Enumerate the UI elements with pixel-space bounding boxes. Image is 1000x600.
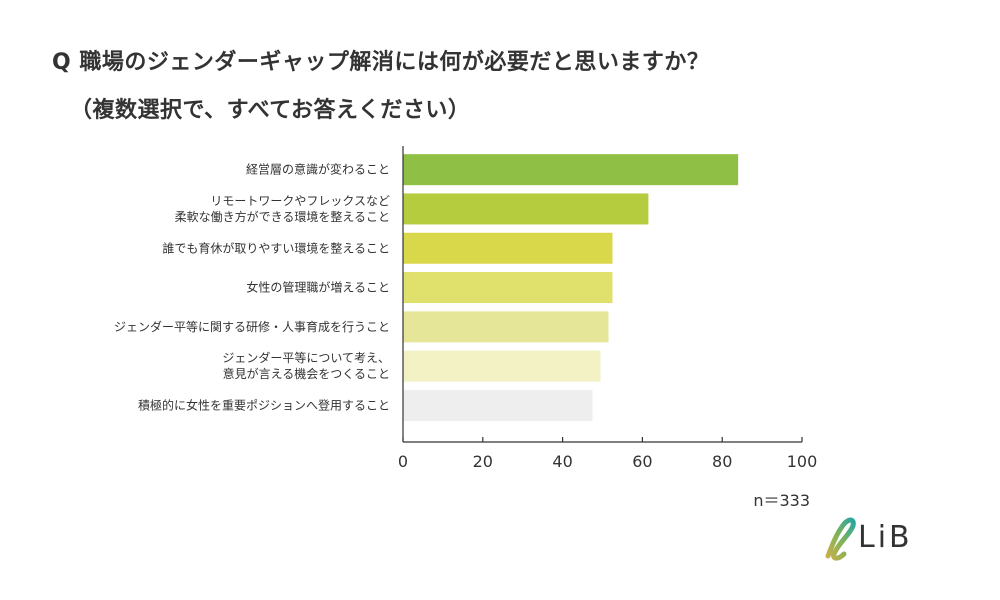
logo-text: LiB — [858, 520, 913, 555]
x-tick-label: 0 — [398, 452, 408, 471]
bar-2 — [403, 193, 649, 225]
bar-1 — [403, 154, 739, 186]
bar-3 — [403, 232, 613, 264]
category-label-4: 女性の管理職が増えること — [246, 280, 390, 295]
category-label-line: 女性の管理職が増えること — [246, 280, 390, 295]
bar-4 — [403, 272, 613, 304]
category-label-5: ジェンダー平等に関する研修・人事育成を行うこと — [114, 319, 390, 334]
x-tick-label: 40 — [552, 452, 572, 471]
chart-subtitle: （複数選択で、すべてお答えください） — [70, 98, 471, 123]
category-label-line: 意見が言える機会をつくること — [223, 366, 390, 381]
chart-title: Q 職場のジェンダーギャップ解消には何が必要だと思いますか？ — [52, 50, 710, 75]
category-label-2: リモートワークやフレックスなど柔軟な働き方ができる環境を整えること — [175, 194, 390, 224]
sample-size-label: n＝333 — [753, 491, 810, 510]
category-label-line: 柔軟な働き方ができる環境を整えること — [175, 209, 390, 224]
x-tick-label: 100 — [787, 452, 818, 471]
category-label-7: 積極的に女性を重要ポジションへ登用すること — [138, 397, 390, 412]
category-label-line: 誰でも育休が取りやすい環境を整えること — [162, 240, 390, 255]
x-axis: 0 20 40 60 80 100 — [398, 146, 817, 471]
category-label-line: 積極的に女性を重要ポジションへ登用すること — [138, 397, 390, 412]
category-label-line: リモートワークやフレックスなど — [210, 194, 390, 208]
category-label-line: 経営層の意識が変わること — [246, 162, 390, 177]
category-label-line: ジェンダー平等に関する研修・人事育成を行うこと — [114, 319, 390, 334]
category-labels-group: 経営層の意識が変わることリモートワークやフレックスなど柔軟な働き方ができる環境を… — [114, 162, 390, 413]
bar-5 — [403, 311, 609, 343]
bar-7 — [403, 389, 593, 421]
x-tick-label: 20 — [473, 452, 493, 471]
bars-group — [403, 154, 739, 421]
bar-6 — [403, 350, 601, 382]
x-tick-label: 60 — [632, 452, 652, 471]
category-label-line: ジェンダー平等について考え、 — [222, 350, 390, 365]
category-label-1: 経営層の意識が変わること — [246, 162, 390, 177]
category-label-3: 誰でも育休が取りやすい環境を整えること — [162, 240, 390, 255]
lib-leaf-logo-icon: LiB — [822, 516, 942, 562]
leaf-mark-icon — [825, 517, 856, 561]
category-label-6: ジェンダー平等について考え、意見が言える機会をつくること — [222, 350, 390, 381]
x-tick-label: 80 — [712, 452, 732, 471]
